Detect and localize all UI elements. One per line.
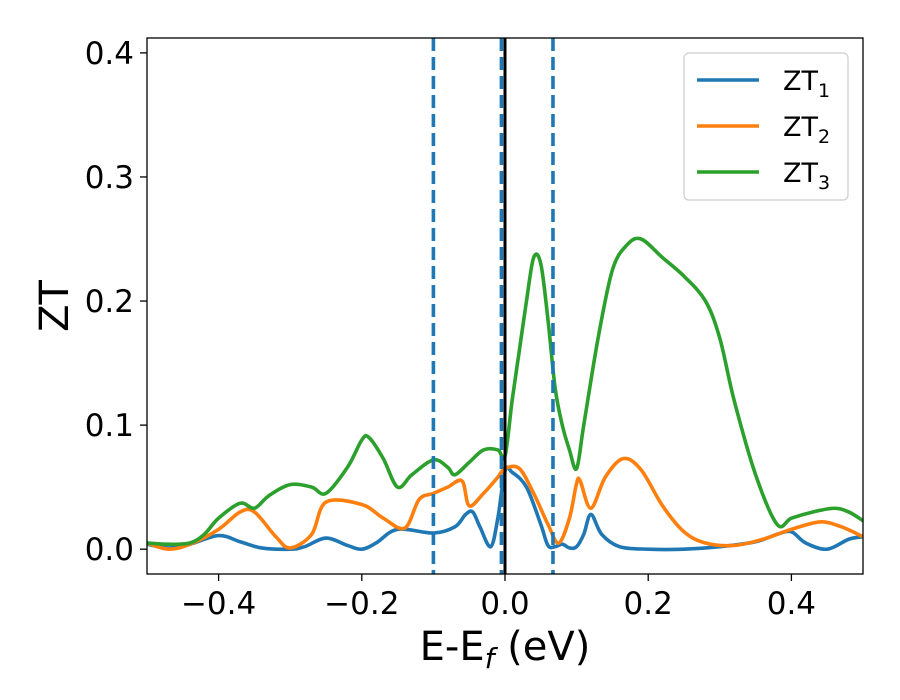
y-tick-label: 0.0 [85, 532, 134, 568]
y-tick-label: 0.3 [85, 160, 134, 196]
x-tick-label: 0.4 [767, 586, 816, 622]
y-tick-label: 0.4 [85, 36, 134, 72]
legend-box [683, 52, 849, 201]
legend: ZT1 ZT2 ZT3 [683, 52, 849, 201]
legend-label-zt1: ZT1 [783, 66, 830, 102]
y-tick-label: 0.2 [85, 284, 134, 320]
x-ticks: −0.4 −0.2 0.0 0.2 0.4 [181, 574, 816, 622]
y-tick-label: 0.1 [85, 408, 134, 444]
x-tick-label: 0.0 [480, 586, 529, 622]
series-line-zt3 [147, 236, 863, 547]
legend-label-zt2: ZT2 [783, 112, 830, 148]
y-ticks: 0.0 0.1 0.2 0.3 0.4 [85, 36, 147, 568]
legend-label-zt3: ZT3 [783, 158, 830, 194]
x-tick-label: −0.2 [324, 586, 399, 622]
x-tick-label: 0.2 [624, 586, 673, 622]
x-tick-label: −0.4 [181, 586, 256, 622]
vertical-lines-layer [431, 38, 555, 574]
x-axis-label: E-Ef (eV) [420, 624, 591, 675]
y-axis-label: ZT [32, 280, 78, 332]
